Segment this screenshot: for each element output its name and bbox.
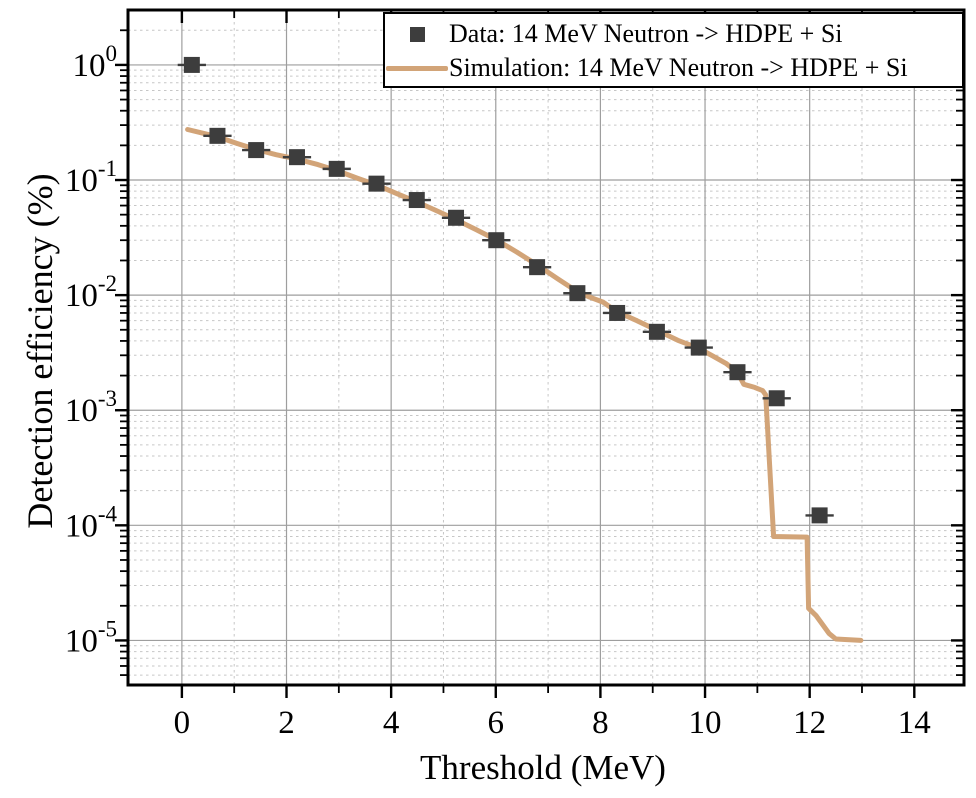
data-point-marker bbox=[768, 390, 785, 407]
simulation-line-icon bbox=[386, 65, 448, 71]
y-tick-label: 10-3 bbox=[65, 386, 117, 429]
simulation-line bbox=[185, 127, 864, 643]
data-point-marker bbox=[288, 149, 305, 166]
data-point-marker bbox=[328, 160, 345, 177]
legend-label-data: Data: 14 MeV Neutron -> HDPE + Si bbox=[449, 19, 843, 48]
y-tick-label: 10-1 bbox=[65, 156, 117, 199]
x-tick-label: 14 bbox=[898, 705, 931, 741]
legend-swatch-data bbox=[385, 26, 449, 42]
data-point-marker bbox=[609, 304, 626, 321]
data-point-marker bbox=[368, 175, 385, 192]
legend-entry-simulation: Simulation: 14 MeV Neutron -> HDPE + Si bbox=[385, 51, 962, 85]
x-tick-label: 12 bbox=[793, 705, 826, 741]
x-axis-title: Threshold (MeV) bbox=[420, 748, 666, 787]
data-square-icon bbox=[409, 26, 425, 42]
y-tick-label: 10-4 bbox=[65, 501, 118, 544]
x-tick-label: 4 bbox=[383, 705, 400, 741]
data-point-marker bbox=[690, 339, 707, 356]
data-point-marker bbox=[183, 56, 200, 73]
data-point-marker bbox=[408, 192, 425, 209]
data-point-marker bbox=[248, 142, 265, 159]
y-tick-label: 100 bbox=[73, 41, 118, 84]
data-point-marker bbox=[448, 209, 465, 226]
x-tick-label: 8 bbox=[592, 705, 609, 741]
data-point-marker bbox=[209, 127, 226, 144]
y-axis-title: Detection efficiency (%) bbox=[20, 173, 60, 529]
data-point-marker bbox=[488, 232, 505, 249]
y-tick-label: 10-5 bbox=[65, 616, 117, 659]
legend-entry-data: Data: 14 MeV Neutron -> HDPE + Si bbox=[385, 17, 962, 51]
x-tick-label: 2 bbox=[278, 705, 295, 741]
data-point-marker bbox=[569, 285, 586, 302]
y-tick-label: 10-2 bbox=[65, 271, 117, 314]
legend-label-simulation: Simulation: 14 MeV Neutron -> HDPE + Si bbox=[449, 53, 908, 82]
data-point-marker bbox=[529, 259, 546, 276]
legend: Data: 14 MeV Neutron -> HDPE + Si Simula… bbox=[383, 12, 964, 88]
x-tick-label: 10 bbox=[689, 705, 722, 741]
data-point-marker bbox=[729, 364, 746, 381]
data-point-marker bbox=[811, 507, 828, 524]
legend-swatch-simulation bbox=[385, 65, 449, 71]
plot-frame bbox=[126, 8, 966, 687]
x-tick-label: 6 bbox=[488, 705, 505, 741]
data-point-marker bbox=[648, 323, 665, 340]
x-tick-label: 0 bbox=[174, 705, 191, 741]
